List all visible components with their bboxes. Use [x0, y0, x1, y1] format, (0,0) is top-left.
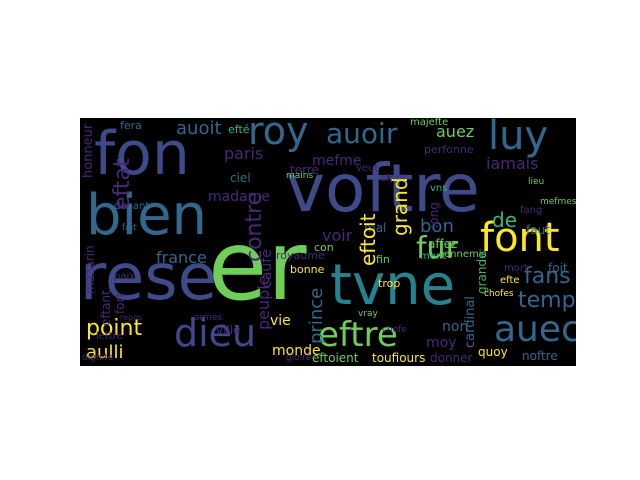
word-efprit: efprit [380, 173, 407, 184]
word-voir: voir [322, 226, 353, 245]
word-ciel: ciel [230, 171, 251, 185]
word-ment: ment [420, 251, 447, 262]
word-auoir: auoir [326, 118, 398, 150]
word-roy: roy [248, 118, 309, 153]
word-dieu: dieu [174, 311, 257, 355]
word-donner: donner [430, 351, 473, 365]
word-france: france [156, 248, 207, 267]
word-eftoit: eftoit [356, 213, 380, 266]
word-fang: fang [520, 205, 543, 216]
word-ennemis: ennemis [444, 249, 487, 260]
word-gloire: gloire [286, 353, 312, 363]
word-bonne: bonne [290, 263, 325, 276]
word-long: long [427, 202, 441, 228]
word-bon: bon [420, 216, 454, 237]
word-mefmes: mefmes [540, 197, 576, 207]
word-chofes: chofes [484, 289, 514, 299]
word-faut: faut [526, 223, 550, 237]
word-royaume: royaume [276, 249, 325, 262]
word-honneur: honneur [81, 123, 96, 178]
word-auec: auec [494, 309, 576, 350]
word-foit: foit [548, 261, 568, 275]
word-fon: fon [94, 119, 190, 189]
word-efte-1: efté [228, 123, 250, 136]
word-fera: fera [120, 119, 142, 132]
word-non: non [442, 319, 469, 335]
word-er: er [208, 210, 307, 322]
word-armes: armes [194, 313, 223, 323]
word-prince: prince [306, 287, 327, 344]
word-chofe: chofe [382, 325, 407, 335]
word-con: con [314, 241, 334, 254]
word-paris: paris [224, 144, 264, 163]
word-quoy: quoy [478, 345, 508, 359]
word-toufiours: toufiours [372, 351, 426, 365]
word-veut: veut [356, 163, 379, 174]
word-mefme: mefme [312, 153, 362, 169]
word-auez: auez [436, 122, 475, 141]
word-mains: mains [286, 171, 314, 181]
word-fans: fans [524, 264, 571, 289]
word-tvne: tvne [330, 253, 456, 318]
word-dignite: dignite [82, 353, 114, 363]
word-caufe: caufe [259, 249, 275, 288]
word-rese: rese [80, 241, 217, 315]
word-grand: grand [388, 177, 412, 236]
word-point: point [86, 316, 143, 341]
word-iamais: iamais [486, 154, 539, 173]
word-majefte: majefte [410, 118, 449, 128]
word-eftant: eftant [99, 290, 113, 326]
word-perfonne: perfonne [424, 143, 474, 156]
word-mazarin: mazarin [83, 245, 97, 294]
word-auoit: auoit [176, 118, 222, 139]
word-de: de [492, 208, 517, 232]
word-vie: vie [270, 313, 291, 329]
word-mort: mort [504, 263, 528, 274]
word-bien: bien [86, 183, 208, 248]
word-font: font [480, 215, 560, 261]
word-monde: monde [272, 343, 321, 359]
word-fait: fait [122, 223, 137, 233]
word-moy: moy [426, 335, 457, 351]
word-eftre: eftre [318, 315, 398, 355]
word-luy: luy [488, 118, 549, 159]
word-ville: ville [216, 323, 241, 337]
word-cloud-canvas: rese er tvne voftre fon bien roy luy auo… [80, 118, 576, 366]
word-affez: affez [428, 237, 458, 251]
word-eftat: eftat [110, 158, 135, 210]
word-mal: mal [364, 221, 387, 235]
word-voftre: voftre [286, 150, 480, 227]
word-fin: fin [376, 253, 390, 266]
word-cardinal: cardinal [463, 296, 478, 348]
word-lieu: lieu [528, 177, 545, 187]
word-eftoient: eftoient [312, 351, 359, 365]
word-noftre: noftre [522, 349, 558, 363]
word-deuant: deuant [114, 201, 150, 212]
word-efte-2: efte [500, 275, 520, 286]
word-fort: fort [113, 292, 127, 314]
word-repos: repos [120, 313, 143, 322]
word-fur: fur [416, 231, 458, 266]
word-aulli: aulli [86, 342, 124, 363]
word-trop: trop [378, 277, 401, 290]
word-paix: paix [114, 271, 136, 282]
word-madame: madame [208, 189, 270, 205]
word-lettre: lettre [96, 331, 123, 342]
word-terre: terre [290, 163, 319, 177]
word-vray: vray [358, 309, 378, 319]
word-temps: temps [518, 288, 576, 313]
word-grande: grande [475, 251, 489, 294]
word-vns: vns [430, 183, 448, 194]
